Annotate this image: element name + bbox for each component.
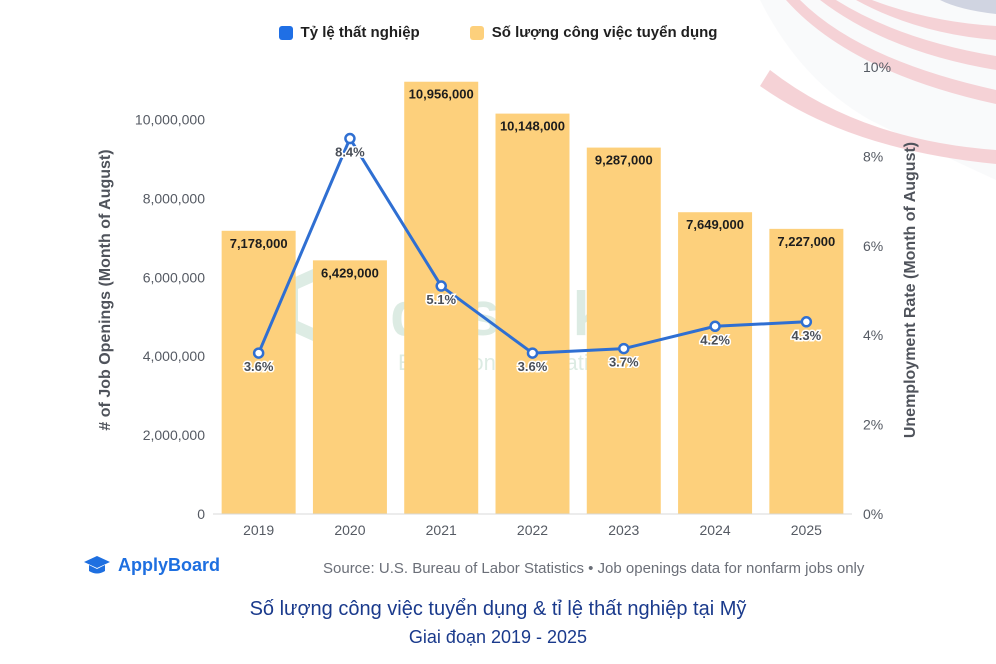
brand-name: ApplyBoard	[118, 554, 221, 575]
rate-value-label: 3.6%	[518, 359, 548, 374]
legend-label-openings: Số lượng công việc tuyển dụng	[491, 24, 718, 41]
bar-2025[interactable]	[769, 228, 844, 514]
y-left-tick-label: 8,000,000	[143, 190, 205, 206]
bar-2023[interactable]	[586, 147, 661, 514]
bar-2019[interactable]	[221, 230, 296, 514]
x-tick-label: 2019	[243, 522, 274, 538]
bar-value-label: 9,287,000	[595, 153, 653, 168]
caption-subtitle: Giai đoạn 2019 - 2025	[408, 627, 588, 647]
y-left-tick-label: 6,000,000	[143, 269, 205, 285]
y-right-tick-label: 0%	[863, 506, 883, 522]
y-right-tick-label: 6%	[863, 238, 883, 254]
caption-title: Số lượng công việc tuyển dụng & tỉ lệ th…	[249, 598, 747, 620]
source-note: Source: U.S. Bureau of Labor Statistics …	[323, 560, 865, 577]
rate-point-2023[interactable]	[618, 342, 630, 355]
y-right-tick-label: 8%	[863, 148, 883, 164]
rate-point-2021[interactable]	[435, 280, 447, 292]
x-tick-label: 2021	[426, 522, 457, 538]
x-tick-label: 2022	[517, 522, 548, 538]
x-tick-label: 2024	[699, 522, 730, 538]
y-left-tick-label: 0	[197, 506, 205, 522]
bar-value-label: 10,956,000	[409, 87, 474, 102]
legend-swatch-rate	[278, 25, 293, 40]
x-tick-label: 2023	[608, 522, 639, 538]
y-right-tick-label: 10%	[863, 59, 891, 75]
bar-value-label: 7,649,000	[686, 217, 744, 232]
bar-2022[interactable]	[495, 113, 570, 515]
rate-point-2024[interactable]	[709, 320, 721, 333]
bar-value-label: 7,227,000	[777, 234, 835, 249]
bar-2020[interactable]	[312, 260, 387, 514]
rate-point-2025[interactable]	[800, 316, 813, 328]
y-left-tick-label: 10,000,000	[135, 111, 205, 127]
rate-value-label: 5.1%	[426, 292, 456, 307]
y-right-tick-label: 4%	[863, 327, 883, 343]
legend: Tỷ lệ thất nghiệp Số lượng công việc tuy…	[0, 24, 996, 41]
bar-value-label: 6,429,000	[321, 265, 379, 280]
applyboard-logo: ApplyBoard	[82, 554, 220, 576]
legend-label-rate: Tỷ lệ thất nghiệp	[300, 24, 420, 41]
x-tick-label: 2025	[791, 522, 822, 538]
bar-2021[interactable]	[404, 81, 479, 515]
y-right-axis-title: Unemployment Rate (Month of August)	[902, 142, 919, 438]
bar-value-label: 7,178,000	[230, 236, 288, 251]
legend-item-rate[interactable]: Tỷ lệ thất nghiệp	[278, 24, 420, 41]
legend-item-openings[interactable]: Số lượng công việc tuyển dụng	[469, 24, 718, 41]
y-left-tick-label: 2,000,000	[143, 427, 205, 443]
graduation-cap-icon	[84, 556, 110, 574]
y-left-tick-label: 4,000,000	[143, 348, 205, 364]
rate-point-2022[interactable]	[526, 347, 539, 359]
rate-point-2019[interactable]	[252, 347, 265, 359]
bar-value-label: 10,148,000	[500, 119, 565, 134]
rate-value-label: 4.3%	[792, 328, 822, 343]
rate-value-label: 3.7%	[609, 355, 639, 370]
y-left-axis-title: # of Job Openings (Month of August)	[97, 149, 114, 430]
rate-value-label: 3.6%	[244, 359, 274, 374]
rate-value-label: 8.4%	[335, 145, 365, 160]
rate-value-label: 4.2%	[700, 332, 730, 347]
bar-2024[interactable]	[678, 212, 753, 514]
flag-decoration	[760, 0, 996, 180]
legend-swatch-openings	[469, 25, 484, 40]
y-right-tick-label: 2%	[863, 417, 883, 433]
x-tick-label: 2020	[334, 522, 365, 538]
rate-point-2020[interactable]	[344, 132, 356, 145]
